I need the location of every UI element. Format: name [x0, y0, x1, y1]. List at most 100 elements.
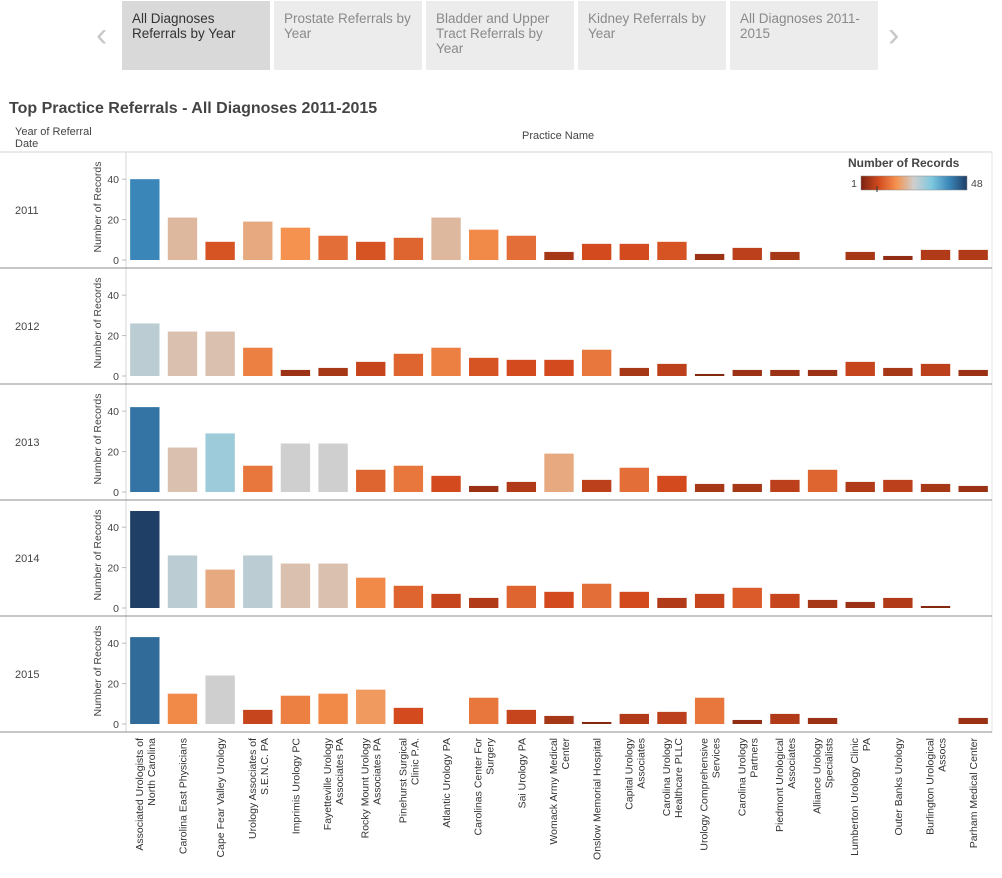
bar: [506, 481, 537, 492]
bar: [431, 593, 461, 608]
bar: [506, 709, 537, 724]
y-tick-label: 20: [107, 447, 119, 459]
bar: [770, 479, 800, 492]
bar: [883, 597, 913, 608]
category-label: Piedmont UrologicalAssociates: [774, 738, 798, 832]
category-label: Atlantic Urology PA: [441, 738, 453, 828]
bar: [506, 235, 537, 260]
bar: [657, 363, 687, 376]
bar: [393, 465, 424, 492]
bar: [694, 253, 725, 260]
y-tick-label: 40: [107, 522, 119, 534]
bar: [243, 709, 273, 724]
bar: [845, 251, 875, 260]
bar: [243, 221, 273, 260]
category-label: Carolina UrologyPartners: [736, 737, 760, 816]
tab-all-diagnoses-2011-2015[interactable]: All Diagnoses 2011-2015: [730, 1, 878, 70]
bar: [205, 241, 235, 260]
bar: [619, 467, 649, 492]
bar: [958, 249, 988, 260]
bar: [356, 689, 386, 724]
bar: [280, 369, 311, 376]
bar: [431, 217, 461, 260]
year-label: 2011: [15, 205, 39, 217]
bar: [544, 591, 574, 608]
y-tick-label: 0: [113, 603, 119, 615]
bar: [243, 555, 273, 608]
bar: [280, 563, 311, 608]
bar: [205, 569, 235, 608]
bar: [544, 453, 574, 492]
bar: [393, 707, 424, 724]
bar: [657, 241, 687, 260]
bar: [732, 719, 762, 724]
y-axis-title: Number of Records: [92, 509, 104, 600]
bar: [130, 323, 160, 376]
bar: [807, 469, 838, 492]
bar: [770, 593, 800, 608]
bar: [318, 235, 348, 260]
bar: [657, 475, 687, 492]
bar: [167, 217, 198, 260]
bar: [130, 511, 160, 608]
bar: [958, 485, 988, 492]
bar: [920, 605, 951, 608]
year-label: 2012: [15, 321, 39, 333]
category-label: Capital UrologyAssociates: [623, 737, 647, 810]
year-label: 2014: [15, 553, 39, 565]
bar: [581, 583, 612, 608]
category-label: Womack Army MedicalCenter: [548, 737, 572, 844]
category-label: Cape Fear Valley Urology: [215, 737, 227, 857]
category-label: Urology ComprehensiveServices: [699, 738, 723, 851]
category-label: Burlington UrologicalAssocs: [925, 738, 949, 835]
chevron-left-icon[interactable]: ‹: [96, 16, 108, 54]
bar: [581, 479, 612, 492]
y-tick-label: 40: [107, 174, 119, 186]
bar: [619, 713, 649, 724]
bar: [770, 713, 800, 724]
bar: [167, 331, 198, 376]
bar: [243, 347, 273, 376]
bar: [807, 599, 838, 608]
bar: [205, 331, 235, 376]
tab-kidney-by-year[interactable]: Kidney Referrals by Year: [578, 1, 726, 70]
tab-prostate-by-year[interactable]: Prostate Referrals by Year: [274, 1, 422, 70]
bar: [544, 359, 574, 376]
y-tick-label: 40: [107, 638, 119, 650]
y-tick-label: 0: [113, 255, 119, 267]
bar: [657, 597, 687, 608]
bar: [732, 369, 762, 376]
bar: [393, 585, 424, 608]
category-label: Onslow Memorial Hospital: [592, 738, 604, 860]
tab-all-diagnoses-by-year[interactable]: All Diagnoses Referrals by Year: [122, 1, 270, 70]
bar: [431, 347, 461, 376]
bar: [318, 693, 348, 724]
bar: [318, 443, 348, 492]
bar: [732, 247, 762, 260]
bar: [356, 361, 386, 376]
bar: [732, 483, 762, 492]
bar: [205, 433, 235, 492]
chevron-right-icon[interactable]: ›: [888, 16, 900, 54]
bar: [694, 483, 725, 492]
category-label: Outer Banks Urology: [893, 737, 905, 835]
bar: [506, 585, 537, 608]
y-tick-label: 40: [107, 290, 119, 302]
tab-bladder-by-year[interactable]: Bladder and Upper Tract Referrals by Yea…: [426, 1, 574, 70]
bar: [845, 601, 875, 608]
bar: [393, 353, 424, 376]
bar: [280, 695, 311, 724]
bar: [469, 697, 499, 724]
y-tick-label: 20: [107, 331, 119, 343]
bar: [167, 555, 198, 608]
bar: [318, 563, 348, 608]
column-header-practice: Practice Name: [522, 130, 595, 142]
bar: [469, 357, 499, 376]
bar: [958, 717, 988, 724]
bar: [694, 373, 725, 376]
category-label: Fayetteville UrologyAssociates PA: [322, 737, 346, 830]
bar: [845, 481, 875, 492]
bar: [130, 179, 160, 260]
bar: [920, 249, 951, 260]
y-axis-title: Number of Records: [92, 625, 104, 716]
